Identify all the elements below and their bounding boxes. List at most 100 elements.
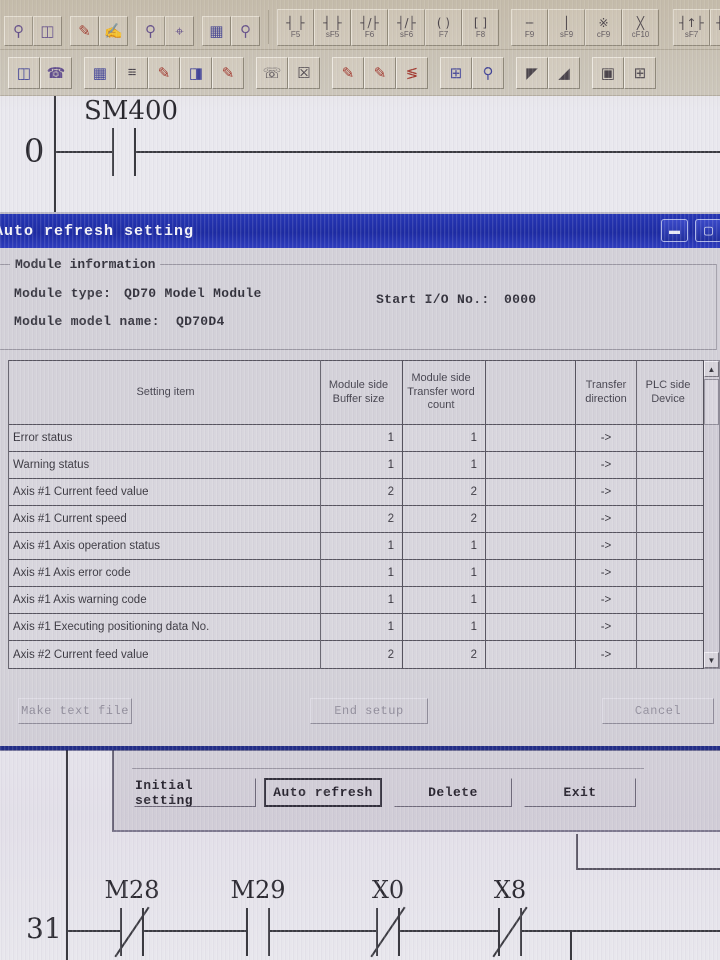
module-information-label: Module information [10, 257, 161, 272]
contact-x8-closed[interactable] [492, 906, 528, 958]
verify-icon[interactable]: ▦ [202, 16, 231, 46]
write-mode-icon[interactable]: ✎ [70, 16, 99, 46]
find-device-icon[interactable]: ⚲ [231, 16, 260, 46]
declaration-edit-icon[interactable]: ✎ [364, 56, 396, 89]
device-cell[interactable] [637, 560, 699, 586]
contact-x0-closed[interactable] [370, 906, 406, 958]
table-scrollbar[interactable]: ▲ ▼ [704, 360, 720, 669]
device-memory-icon[interactable]: ▦ [84, 56, 116, 89]
falling-pulse-contact-button[interactable]: ┤↓├sF8 [710, 9, 720, 46]
device-cell[interactable] [637, 614, 699, 640]
module-setup-panel: Initial setting Auto refresh Delete Exit [112, 750, 720, 832]
delete-vertical-line-button[interactable]: ╳ cF10 [622, 9, 659, 46]
rung-number: 0 [24, 132, 45, 170]
scroll-up-icon[interactable]: ▲ [704, 361, 719, 377]
ladder-editor-top: 0 SM400 [0, 96, 720, 212]
device-cell[interactable] [637, 479, 699, 505]
initial-setting-button[interactable]: Initial setting [134, 778, 256, 808]
parameter-grid-icon[interactable]: ⊞ [440, 56, 472, 89]
coil-button[interactable]: ( ) F7 [425, 9, 462, 46]
rung-number: 31 [26, 912, 62, 945]
scroll-down-icon[interactable]: ▼ [704, 652, 719, 668]
table-row[interactable]: Axis #1 Executing positioning data No. 1 1… [9, 614, 703, 641]
vertical-line-button[interactable]: │ sF9 [548, 9, 585, 46]
dialog-title: Auto refresh setting [0, 222, 195, 240]
monitor-stop-icon[interactable]: ◫ [33, 16, 62, 46]
contact-m29-open[interactable] [246, 908, 270, 956]
device-cell[interactable] [637, 425, 699, 451]
open-contact-button[interactable]: ┤ ├ F5 [277, 9, 314, 46]
module-information-groupbox [0, 264, 717, 350]
device-cell[interactable] [637, 587, 699, 613]
device-label: M28 [104, 876, 160, 904]
table-row[interactable]: Axis #1 Current feed value 2 2 -> [9, 479, 703, 506]
branch-line [570, 930, 572, 960]
compare-edit-icon[interactable]: ≶ [396, 56, 428, 89]
window-cascade-icon[interactable]: ▣ [592, 56, 624, 89]
monitor-read-icon[interactable]: ⌖ [165, 16, 194, 46]
panel-groupbox-line [132, 768, 644, 769]
minimize-button[interactable]: ▬ [661, 219, 688, 242]
device-cell[interactable] [637, 506, 699, 532]
device-label: X0 [371, 876, 405, 904]
table-row[interactable]: Axis #1 Axis error code 1 1 -> [9, 560, 703, 587]
transfer-cancel-icon[interactable]: ☒ [288, 56, 320, 89]
make-text-file-button[interactable]: Make text file [18, 698, 132, 724]
module-model-name-value: QD70D4 [176, 314, 225, 329]
step-stop-icon[interactable]: ◢ [548, 56, 580, 89]
application-instruction-button[interactable]: [ ] F8 [462, 9, 499, 46]
dialog-titlebar[interactable]: Auto refresh setting ▬ ▢ [0, 214, 720, 248]
table-row[interactable]: Axis #1 Axis operation status 1 1 -> [9, 533, 703, 560]
cancel-button[interactable]: Cancel [602, 698, 714, 724]
table-row[interactable]: Axis #1 Current speed 2 2 -> [9, 506, 703, 533]
table-row[interactable]: Error status 1 1 -> [9, 425, 703, 452]
read-mode-icon[interactable]: ⚲ [136, 16, 165, 46]
device-cell[interactable] [637, 641, 699, 668]
module-model-name-label: Module model name: [14, 314, 160, 329]
statement-read-icon[interactable]: ◨ [180, 56, 212, 89]
table-row[interactable]: Axis #1 Axis warning code 1 1 -> [9, 587, 703, 614]
maximize-button[interactable]: ▢ [695, 219, 720, 242]
table-row[interactable]: Axis #2 Current feed value 2 2 -> [9, 641, 703, 668]
step-run-icon[interactable]: ◤ [516, 56, 548, 89]
auto-refresh-dialog: Auto refresh setting ▬ ▢ Module informat… [0, 212, 720, 750]
delete-horizontal-line-button[interactable]: ※ cF9 [585, 9, 622, 46]
header-transfer-direction: Transfer direction [576, 361, 637, 424]
exit-button[interactable]: Exit [524, 778, 636, 807]
table-header-row: Setting item Module side Buffer size Mod… [9, 361, 703, 425]
scrollbar-thumb[interactable] [704, 379, 719, 425]
start-io-value: 0000 [504, 292, 537, 307]
header-empty [486, 361, 576, 424]
module-type-value: QD70 Model Module [124, 286, 262, 301]
device-label: M29 [230, 876, 286, 904]
project-find-icon[interactable]: ◫ [8, 56, 40, 89]
device-comment-edit-icon[interactable]: ✎ [332, 56, 364, 89]
closed-contact-button[interactable]: ┤/├ F6 [351, 9, 388, 46]
auto-refresh-button[interactable]: Auto refresh [264, 778, 382, 807]
auto-refresh-table: Setting item Module side Buffer size Mod… [8, 360, 720, 669]
instruction-list-icon[interactable]: ≡ [116, 56, 148, 89]
transfer-setup-icon[interactable]: ☏ [256, 56, 288, 89]
delete-button[interactable]: Delete [394, 778, 512, 807]
horizontal-line-button[interactable]: ─ F9 [511, 9, 548, 46]
device-cell[interactable] [637, 452, 699, 478]
ladder-left-rail [54, 96, 56, 212]
device-cell[interactable] [637, 533, 699, 559]
window-tile-icon[interactable]: ⊞ [624, 56, 656, 89]
table-row[interactable]: Warning status 1 1 -> [9, 452, 703, 479]
contact-sm400[interactable] [112, 128, 136, 176]
parallel-open-contact-button[interactable]: ┤ ├ sF5 [314, 9, 351, 46]
rising-pulse-contact-button[interactable]: ┤↑├ sF7 [673, 9, 710, 46]
parallel-closed-contact-button[interactable]: ┤/├ sF6 [388, 9, 425, 46]
monitor-write-icon[interactable]: ✍ [99, 16, 128, 46]
end-setup-button[interactable]: End setup [310, 698, 428, 724]
toolbar-secondary: ◫ ☎ ▦ ≡ ✎ ◨ ✎ ☏ ☒ ✎ ✎ ≶ ⊞ ⚲ ◤ ◢ ▣ ⊞ [0, 50, 720, 96]
note-edit-icon[interactable]: ✎ [212, 56, 244, 89]
ladder-left-rail [66, 750, 68, 960]
network-monitor-icon[interactable]: ⚲ [472, 56, 504, 89]
connection-setup-icon[interactable]: ☎ [40, 56, 72, 89]
monitor-mode-icon[interactable]: ⚲ [4, 16, 33, 46]
comment-edit-icon[interactable]: ✎ [148, 56, 180, 89]
contact-m28-closed[interactable] [114, 906, 150, 958]
start-io-label: Start I/O No.: [376, 292, 490, 307]
